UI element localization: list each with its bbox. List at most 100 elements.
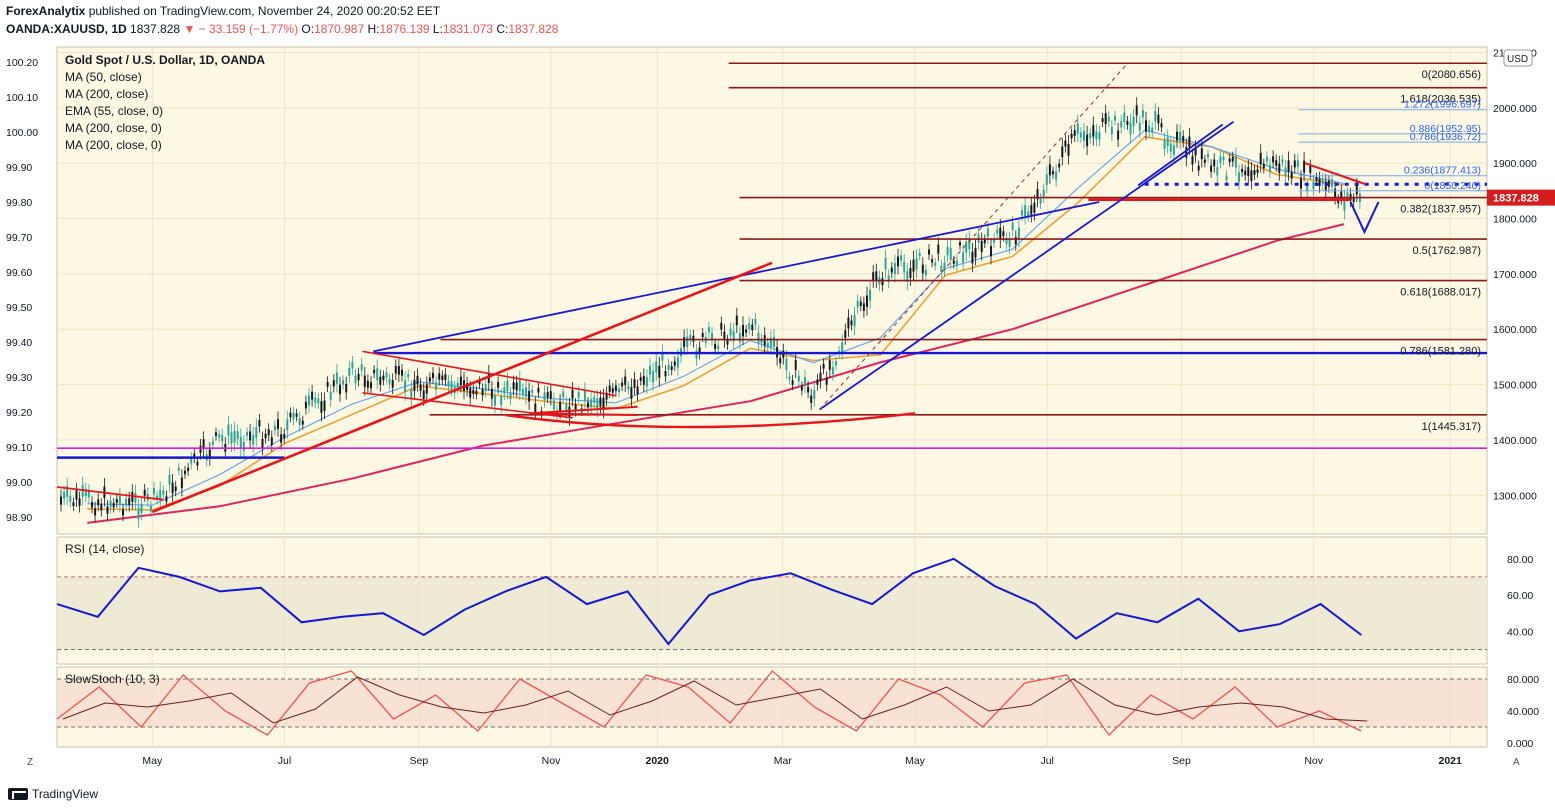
- fib-level-label: 1(1445.317): [1422, 421, 1481, 433]
- candle-body: [797, 375, 800, 382]
- publisher-name[interactable]: ForexAnalytix: [6, 4, 86, 18]
- candle-body: [286, 419, 289, 431]
- candle-body: [1250, 170, 1253, 182]
- candle-body: [773, 336, 775, 347]
- candle-body: [382, 375, 385, 381]
- candle-body: [1148, 125, 1151, 132]
- candle-body: [137, 507, 140, 519]
- currency-badge[interactable]: [1503, 49, 1533, 67]
- candle-body: [143, 489, 146, 496]
- candle-body: [373, 369, 376, 374]
- candle-body: [735, 315, 738, 326]
- candle-body: [822, 363, 825, 369]
- candle-body: [689, 335, 692, 340]
- right-axis-tick: 1900.000: [1493, 158, 1537, 170]
- candle-body: [602, 397, 605, 410]
- candle-body: [184, 470, 186, 475]
- candle-body: [323, 400, 326, 411]
- candle-body: [370, 382, 372, 389]
- candle-body: [1300, 178, 1302, 189]
- candle-body: [720, 322, 723, 330]
- candle-body: [1241, 168, 1244, 173]
- candle-body: [701, 333, 704, 338]
- candle-body: [1287, 160, 1290, 172]
- candle-body: [707, 327, 710, 333]
- candle-body: [255, 426, 258, 438]
- candle-body: [531, 389, 534, 393]
- left-axis-tick: 100.10: [6, 92, 38, 104]
- x-axis-label: Nov: [1304, 755, 1323, 767]
- rsi-band: [57, 576, 1487, 650]
- candle-body: [639, 377, 642, 381]
- currency-label: USD: [1507, 54, 1528, 65]
- candle-body: [872, 272, 875, 281]
- zoom-button[interactable]: [20, 753, 42, 769]
- candle-body: [1207, 154, 1209, 158]
- candle-body: [1033, 202, 1036, 213]
- candle-body: [1017, 227, 1020, 239]
- price-chart[interactable]: 0(2080.656) 1.618(2036.535) 0.382(1837.957…: [0, 42, 1555, 772]
- candle-body: [1104, 113, 1107, 125]
- candle-body: [1045, 174, 1048, 185]
- candle-body: [670, 366, 673, 371]
- last-price-tag: [1487, 189, 1555, 206]
- fib-ext-label: 0.786(1936.72): [1410, 131, 1481, 143]
- candle-body: [218, 434, 221, 438]
- candle-body: [912, 259, 915, 272]
- legend-indicator: MA (50, close): [65, 70, 142, 84]
- candle-body: [955, 260, 958, 266]
- candle-body: [1259, 152, 1262, 165]
- fib-ext-label: 0.886(1952.95): [1410, 123, 1481, 135]
- candle-body: [1024, 205, 1027, 217]
- candle-body: [1272, 156, 1275, 163]
- candle-body: [298, 418, 301, 426]
- candle-body: [456, 382, 459, 389]
- candle-body: [862, 303, 865, 311]
- candle-body: [1117, 130, 1120, 140]
- candle-body: [1228, 158, 1231, 163]
- candle-body: [828, 360, 831, 370]
- candle-body: [698, 347, 701, 354]
- candle-body: [444, 374, 447, 381]
- candle-body: [267, 429, 270, 436]
- candle-body: [683, 337, 686, 347]
- candle-body: [732, 331, 735, 342]
- candle-body: [1275, 160, 1278, 166]
- x-axis-label: Nov: [542, 755, 561, 767]
- candle-body: [980, 240, 983, 252]
- candle-body: [1191, 156, 1194, 165]
- candle-body: [1194, 147, 1197, 156]
- candle-body: [131, 492, 134, 502]
- candle-body: [1185, 146, 1188, 158]
- candle-body: [1027, 211, 1030, 217]
- candle-body: [804, 377, 806, 386]
- candle-body: [1179, 131, 1182, 142]
- open-value: 1870.987: [314, 22, 365, 36]
- tradingview-logo[interactable]: TradingView: [8, 787, 98, 801]
- candle-body: [193, 453, 196, 459]
- candle-body: [1083, 130, 1085, 141]
- candle-body: [106, 506, 109, 514]
- candle-body: [1098, 132, 1101, 140]
- candle-body: [791, 380, 794, 385]
- candle-body: [1213, 159, 1216, 167]
- candle-body: [587, 402, 589, 408]
- candle-body: [410, 388, 413, 400]
- candle-body: [1064, 140, 1067, 147]
- candle-body: [115, 499, 118, 503]
- candle-body: [354, 375, 357, 384]
- candle-body: [149, 506, 152, 512]
- candle-body: [494, 395, 496, 406]
- candle-body: [1352, 198, 1355, 202]
- blue-trend-short: [1137, 123, 1224, 187]
- candle-body: [258, 420, 261, 427]
- candle-body: [534, 403, 537, 413]
- candle-body: [1141, 110, 1144, 118]
- candle-body: [593, 396, 596, 403]
- candle-body: [1039, 198, 1042, 204]
- candle-body: [153, 488, 155, 495]
- candle-body: [611, 388, 614, 393]
- zoom-button-label: Z: [27, 757, 33, 768]
- candle-body: [1095, 131, 1098, 140]
- candle-body: [831, 366, 834, 375]
